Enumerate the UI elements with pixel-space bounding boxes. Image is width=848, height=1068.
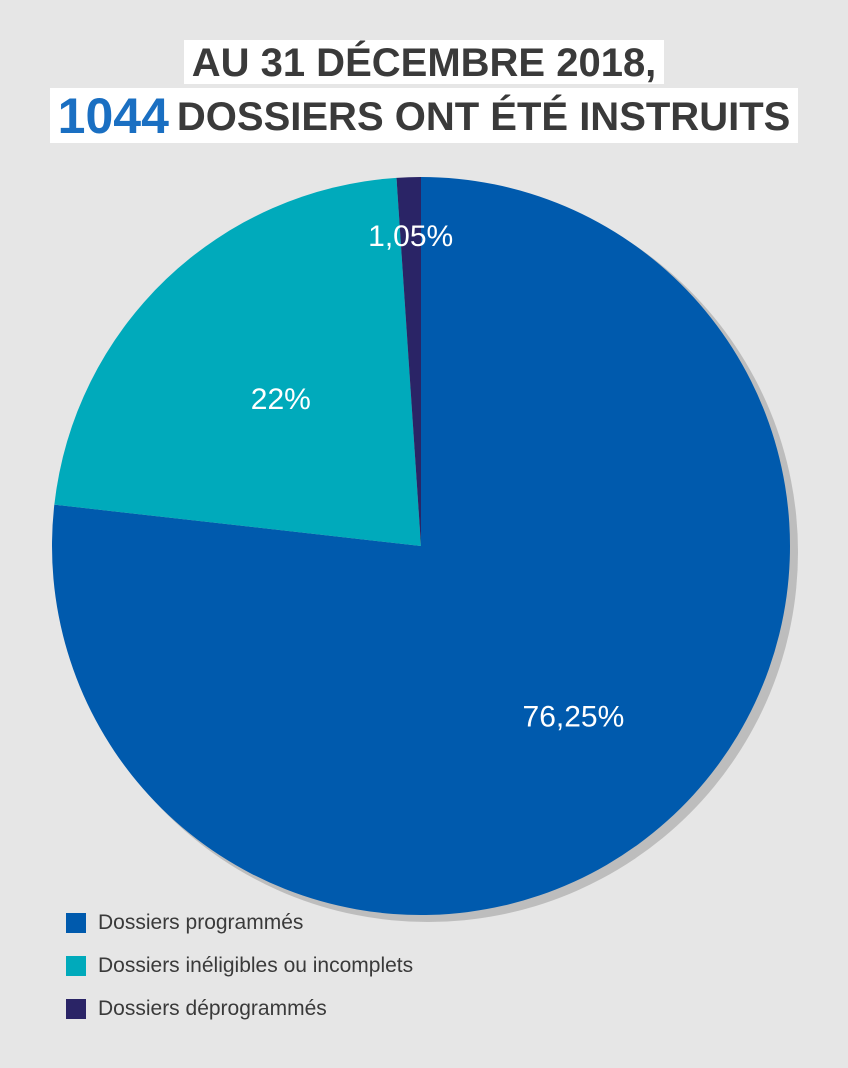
title-line-1: AU 31 DÉCEMBRE 2018, <box>183 40 665 84</box>
legend-label-3: Dossiers déprogrammés <box>98 997 327 1020</box>
title-line-2-text: DOSSIERS ONT ÉTÉ INSTRUITS <box>176 95 791 139</box>
dossier-count: 1044 <box>57 88 169 144</box>
pie-slice-3 <box>396 177 421 546</box>
legend-label-2: Dossiers inéligibles ou incomplets <box>98 954 414 977</box>
legend-item-1: Dossiers programmés <box>66 911 413 934</box>
legend: Dossiers programmés Dossiers inéligibles … <box>66 911 414 1041</box>
legend-item-3: Dossiers déprogrammés <box>66 997 413 1020</box>
legend-item-2: Dossiers inéligibles ou incomplets <box>66 954 414 977</box>
legend-swatch-1 <box>66 913 86 933</box>
slice-label-1: 76,25% <box>523 701 625 734</box>
title-line-2: 1044 DOSSIERS ONT ÉTÉ INSTRUITS <box>49 88 799 144</box>
legend-swatch-2 <box>66 956 86 976</box>
chart-title: AU 31 DÉCEMBRE 2018, 1044 DOSSIERS ONT ÉT… <box>0 40 848 143</box>
slice-label-3: 1,05% <box>368 220 453 253</box>
pie-slice-1 <box>51 177 790 915</box>
pie-slice-2 <box>54 177 422 547</box>
legend-swatch-3 <box>66 999 86 1019</box>
legend-label-1: Dossiers programmés <box>98 911 304 934</box>
slice-label-2: 22% <box>251 383 311 416</box>
